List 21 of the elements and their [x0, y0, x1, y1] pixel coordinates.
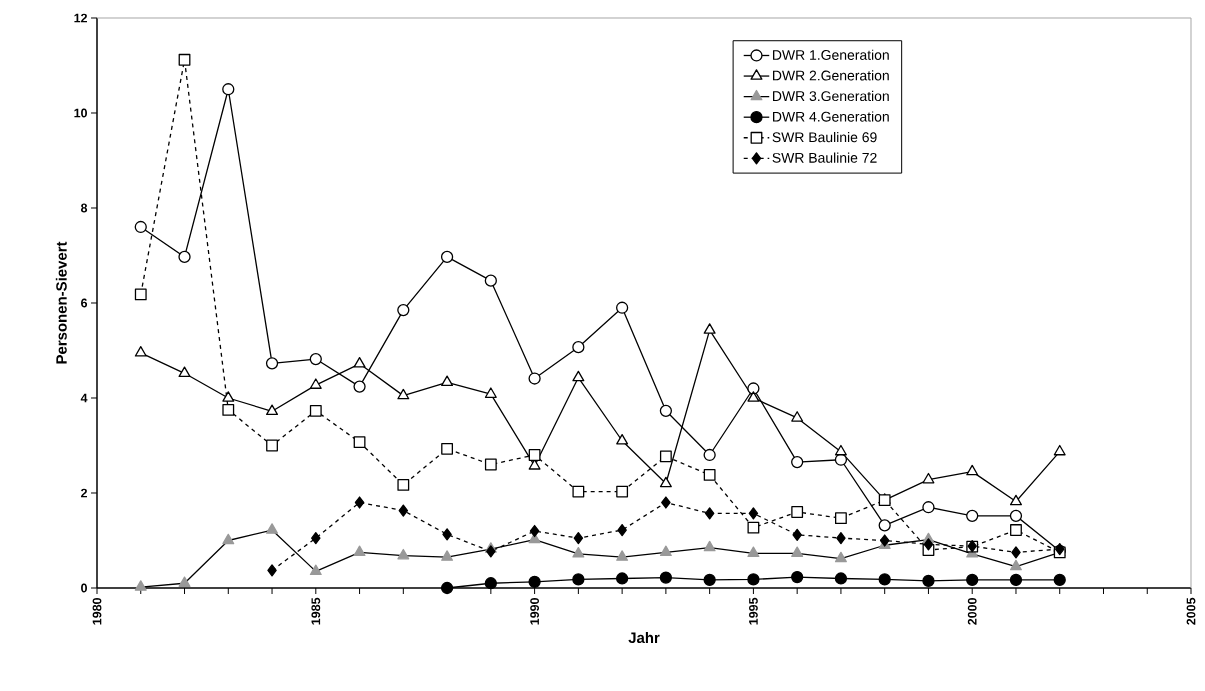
y-tick-label: 8	[80, 203, 88, 213]
y-tick-label: 2	[81, 488, 87, 498]
legend-label: DWR 3.Generation	[773, 90, 889, 102]
legend-label: DWR 1.Generation	[773, 49, 889, 60]
y-tick-label: 6	[81, 298, 88, 308]
y-tick-label: 4	[80, 393, 88, 403]
legend-label: DWR 2.Generation	[773, 70, 889, 81]
y-tick-label: 12	[74, 13, 87, 23]
legend-label: SWR Baulinie 72	[772, 152, 877, 163]
x-tick-label: 1980	[92, 598, 102, 625]
x-tick-label: 2005	[1186, 597, 1196, 625]
y-tick-label: 10	[74, 108, 87, 118]
y-axis-title: Personen-Sievert	[55, 241, 67, 364]
x-tick-label: 1985	[311, 597, 321, 625]
x-tick-label: 1990	[530, 598, 540, 625]
x-tick-label: 2000	[967, 598, 977, 625]
x-tick-label: 1995	[749, 597, 758, 625]
legend-label: DWR 4.Generation	[773, 111, 889, 122]
x-axis-title: Jahr	[628, 632, 660, 644]
legend-label: SWR Baulinie 69	[772, 131, 877, 143]
y-tick-label: 0	[81, 583, 87, 593]
